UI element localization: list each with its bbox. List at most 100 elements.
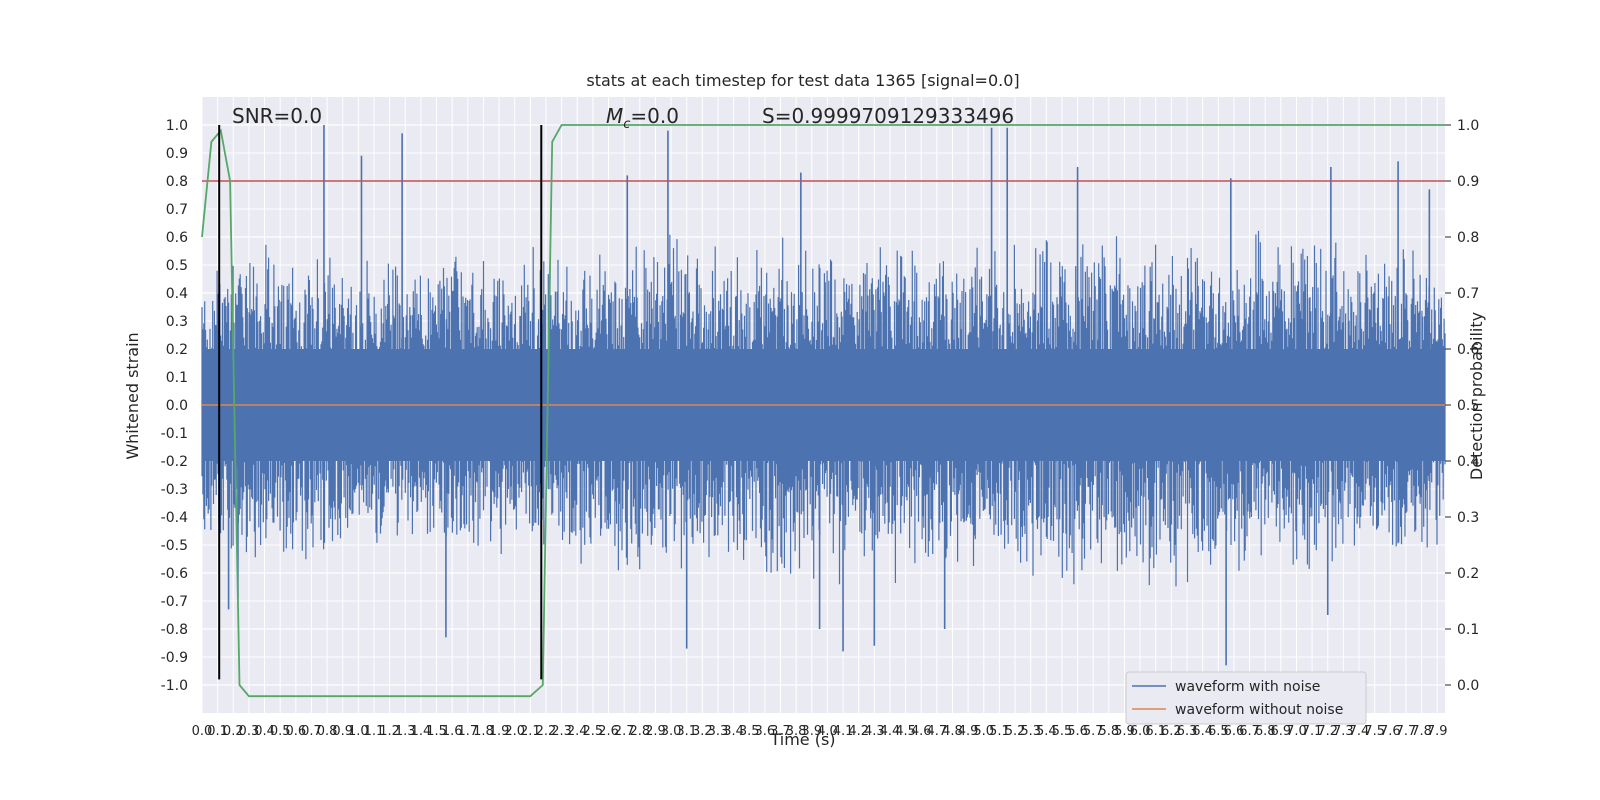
x-tick-label: 5.9 [1114, 724, 1135, 739]
x-tick-label: 7.2 [1317, 724, 1338, 739]
y-tick-label: 0.5 [166, 258, 188, 274]
x-tick-label: 2.7 [614, 724, 635, 739]
x-tick-label: 5.2 [1005, 724, 1026, 739]
x-tick-label: 2.5 [583, 724, 604, 739]
y-tick-label: -0.1 [161, 426, 188, 442]
x-tick-label: 4.7 [927, 724, 948, 739]
x-tick-label: 7.7 [1396, 724, 1417, 739]
x-tick-label: 2.6 [598, 724, 619, 739]
x-tick-label: 0.9 [332, 724, 353, 739]
x-tick-label: 5.4 [1036, 724, 1057, 739]
x-tick-label: 7.0 [1286, 724, 1307, 739]
y-tick-label: -0.3 [161, 482, 188, 498]
y2-tick-label: 0.0 [1457, 678, 1479, 694]
x-tick-label: 6.4 [1192, 724, 1213, 739]
y-tick-label: -0.6 [161, 566, 188, 582]
x-tick-label: 5.8 [1098, 724, 1119, 739]
x-tick-label: 1.6 [442, 724, 463, 739]
x-tick-label: 2.2 [536, 724, 557, 739]
y2-tick-label: 0.3 [1457, 510, 1479, 526]
x-tick-label: 6.3 [1177, 724, 1198, 739]
x-tick-label: 3.3 [708, 724, 729, 739]
x-tick-label: 6.1 [1145, 724, 1166, 739]
y-tick-label: -0.9 [161, 650, 188, 666]
y-tick-label: 0.3 [166, 314, 188, 330]
y2-tick-label: 0.6 [1457, 342, 1479, 358]
y-tick-label: 0.4 [166, 286, 188, 302]
snr-annotation: SNR=0.0 [232, 104, 322, 128]
x-tick-label: 5.3 [1020, 724, 1041, 739]
x-tick-label: 4.5 [895, 724, 916, 739]
x-tick-label: 2.1 [520, 724, 541, 739]
x-tick-label: 1.9 [489, 724, 510, 739]
y-tick-label: 0.1 [166, 370, 188, 386]
x-tick-label: 1.7 [457, 724, 478, 739]
y-tick-label: 0.7 [166, 202, 188, 218]
legend-box [1125, 671, 1367, 725]
y-tick-label: 1.0 [166, 118, 188, 134]
x-tick-label: 6.8 [1255, 724, 1276, 739]
x-tick-label: 7.6 [1380, 724, 1401, 739]
x-tick-label: 3.6 [755, 724, 776, 739]
x-tick-label: 6.2 [1161, 724, 1182, 739]
y-tick-label: 0.8 [166, 174, 188, 190]
noise-trace [201, 230, 1446, 587]
x-tick-label: 6.5 [1208, 724, 1229, 739]
x-tick-label: 1.3 [395, 724, 416, 739]
x-tick-label: 3.2 [692, 724, 713, 739]
y2-tick-label: 0.1 [1457, 622, 1479, 638]
x-tick-label: 4.8 [942, 724, 963, 739]
x-tick-label: 2.8 [629, 724, 650, 739]
x-axis-label: Time (s) [769, 730, 835, 749]
x-tick-label: 0.4 [254, 724, 275, 739]
y-tick-label: -0.8 [161, 622, 188, 638]
y-tick-label: -0.7 [161, 594, 188, 610]
x-tick-label: 5.6 [1067, 724, 1088, 739]
x-tick-label: 3.1 [676, 724, 697, 739]
x-tick-label: 4.2 [848, 724, 869, 739]
x-tick-label: 3.4 [723, 724, 744, 739]
x-tick-label: 3.7 [770, 724, 791, 739]
x-tick-label: 4.3 [864, 724, 885, 739]
x-tick-label: 2.4 [567, 724, 588, 739]
x-tick-label: 5.1 [989, 724, 1010, 739]
mc-annotation: Mc=0.0 [606, 104, 679, 132]
legend-label-clean: waveform without noise [1175, 702, 1343, 718]
y2-tick-label: 0.4 [1457, 454, 1479, 470]
x-tick-label: 5.5 [1052, 724, 1073, 739]
x-tick-label: 1.0 [348, 724, 369, 739]
x-tick-label: 5.0 [973, 724, 994, 739]
y-tick-label: -0.2 [161, 454, 188, 470]
x-tick-label: 6.7 [1239, 724, 1260, 739]
legend-label-noise: waveform with noise [1175, 679, 1320, 695]
y-tick-label: -0.4 [161, 510, 188, 526]
x-tick-label: 5.7 [1083, 724, 1104, 739]
x-tick-label: 6.9 [1270, 724, 1291, 739]
x-tick-label: 4.1 [833, 724, 854, 739]
x-tick-label: 6.0 [1130, 724, 1151, 739]
x-tick-label: 4.6 [911, 724, 932, 739]
legend: waveform with noise waveform without noi… [1125, 671, 1367, 725]
y2-tick-label: 1.0 [1457, 118, 1479, 134]
y-tick-label: 0.0 [166, 398, 188, 414]
x-tick-label: 0.6 [285, 724, 306, 739]
x-tick-label: 0.0 [192, 724, 213, 739]
y2-tick-label: 0.9 [1457, 174, 1479, 190]
detection-probability-line [201, 124, 1445, 698]
y2-tick-label: 0.7 [1457, 286, 1479, 302]
y-tick-label: 0.6 [166, 230, 188, 246]
x-tick-label: 7.1 [1302, 724, 1323, 739]
x-tick-label: 1.1 [364, 724, 385, 739]
x-tick-label: 0.3 [239, 724, 260, 739]
mc-subscript: c [623, 117, 630, 132]
y-tick-label: 0.9 [166, 146, 188, 162]
x-tick-label: 7.4 [1349, 724, 1370, 739]
y-axis-label: Whitened strain [123, 332, 142, 459]
x-tick-label: 0.7 [301, 724, 322, 739]
x-tick-label: 2.3 [551, 724, 572, 739]
x-tick-label: 4.0 [817, 724, 838, 739]
y2-tick-label: 0.2 [1457, 566, 1479, 582]
y-tick-label: -1.0 [161, 678, 188, 694]
mc-value: =0.0 [630, 104, 679, 128]
